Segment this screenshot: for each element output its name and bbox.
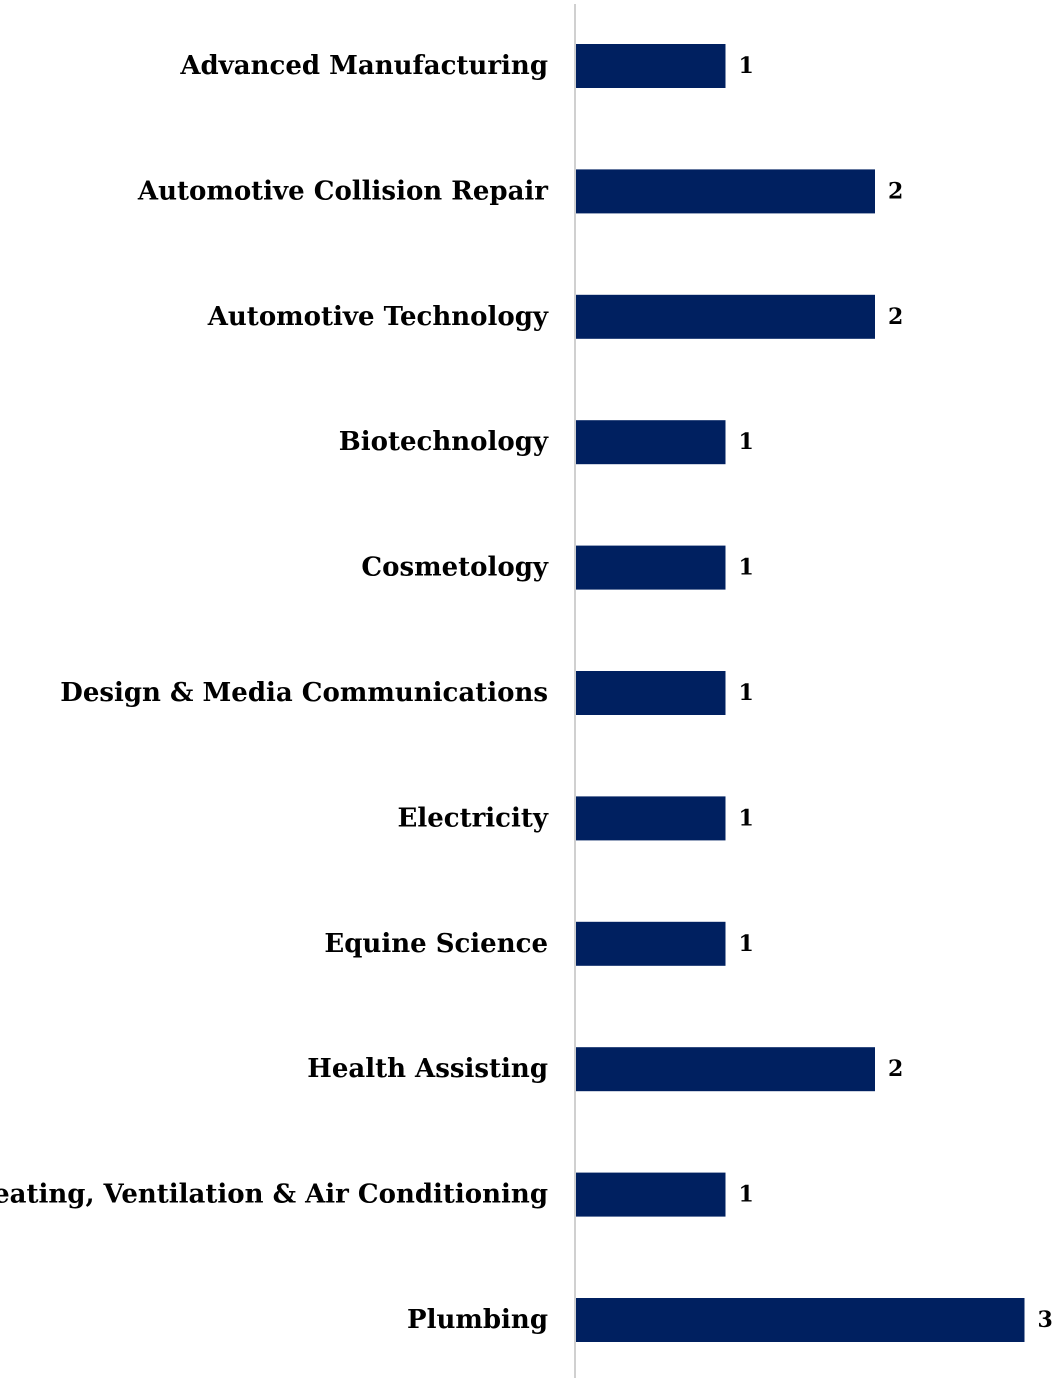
value-label-1: 1 <box>739 53 754 79</box>
value-label-9: 2 <box>888 1056 903 1082</box>
bar-10 <box>576 1172 726 1217</box>
value-label-2: 2 <box>888 178 903 204</box>
bar-5 <box>576 545 726 590</box>
value-label-5: 1 <box>739 555 754 581</box>
bar-11 <box>576 1298 1025 1342</box>
value-label-8: 1 <box>739 931 754 957</box>
value-label-4: 1 <box>739 429 754 455</box>
bar-4 <box>576 420 726 465</box>
value-label-11: 3 <box>1038 1307 1053 1333</box>
value-label-10: 1 <box>739 1182 754 1208</box>
value-label-3: 2 <box>888 304 903 330</box>
category-label-11: Plumbing <box>407 1305 548 1335</box>
category-label-4: Biotechnology <box>339 427 549 457</box>
category-label-6: Design & Media Communications <box>60 678 548 708</box>
bar-1 <box>576 44 726 88</box>
category-label-5: Cosmetology <box>361 553 548 583</box>
category-label-10: Heating, Ventilation & Air Conditioning <box>0 1180 548 1210</box>
value-label-6: 1 <box>739 680 754 706</box>
bar-6 <box>576 671 726 715</box>
bar-2 <box>576 169 875 214</box>
value-label-7: 1 <box>739 805 754 831</box>
bar-8 <box>576 921 726 966</box>
bars-layer <box>576 44 1025 1342</box>
category-label-2: Automotive Collision Repair <box>137 176 548 206</box>
category-label-3: Automotive Technology <box>207 302 549 332</box>
category-label-7: Electricity <box>398 803 549 833</box>
labels-layer: Advanced Manufacturing 1 Automotive Collis… <box>0 51 1053 1335</box>
category-label-8: Equine Science <box>324 929 548 959</box>
category-label-1: Advanced Manufacturing <box>179 51 548 81</box>
category-label-9: Health Assisting <box>307 1054 548 1084</box>
bar-7 <box>576 796 726 841</box>
bar-3 <box>576 294 875 339</box>
bar-9 <box>576 1047 875 1092</box>
